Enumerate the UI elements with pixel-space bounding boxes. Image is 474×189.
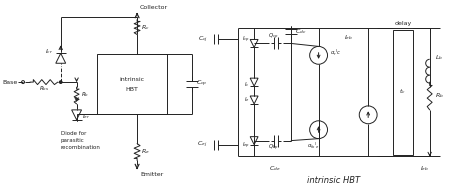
Text: Collector: Collector: [140, 5, 168, 10]
Text: $R_c$: $R_c$: [141, 23, 150, 32]
Text: $R_{bs}$: $R_{bs}$: [39, 85, 49, 94]
Text: $C_{ej}$: $C_{ej}$: [197, 139, 208, 150]
Text: $I_{cr}$: $I_{cr}$: [45, 47, 53, 56]
Text: $C_{dc}$: $C_{dc}$: [295, 27, 306, 36]
Text: $I_{eb}$: $I_{eb}$: [420, 164, 429, 173]
Text: $I_c$: $I_c$: [244, 80, 250, 88]
Text: $R_e$: $R_e$: [141, 148, 150, 156]
Text: HBT: HBT: [126, 87, 138, 91]
Bar: [393, 29, 413, 154]
Text: recombination: recombination: [61, 145, 100, 150]
Text: $Q_{cp}$: $Q_{cp}$: [268, 31, 278, 42]
Text: Base: Base: [3, 80, 18, 85]
Text: $C_{cp}$: $C_{cp}$: [196, 79, 207, 89]
Text: $I_e$: $I_e$: [244, 95, 250, 104]
Circle shape: [60, 81, 62, 83]
Text: $C_{cj}$: $C_{cj}$: [198, 34, 208, 45]
Text: intrinsic: intrinsic: [119, 77, 145, 82]
Text: $t_c$: $t_c$: [400, 88, 406, 96]
Text: intrinsic HBT: intrinsic HBT: [308, 176, 361, 185]
Text: $R_b$: $R_b$: [435, 91, 444, 100]
Text: delay: delay: [394, 21, 411, 26]
Text: Emitter: Emitter: [140, 172, 164, 177]
Text: $\alpha_r{}^I c$: $\alpha_r{}^I c$: [330, 48, 342, 58]
Text: parasitic: parasitic: [61, 138, 84, 143]
Text: $R_b$: $R_b$: [81, 91, 89, 99]
Text: $L_b$: $L_b$: [435, 53, 443, 62]
Text: $I_{cp}$: $I_{cp}$: [242, 34, 250, 45]
Text: Diode for: Diode for: [61, 131, 86, 136]
Text: $I_{ep}$: $I_{ep}$: [242, 140, 250, 151]
Bar: [98, 54, 167, 114]
Text: $C_{de}$: $C_{de}$: [269, 164, 280, 173]
Text: $Q_{bp}$: $Q_{bp}$: [268, 143, 278, 153]
Text: $I_{er}$: $I_{er}$: [82, 112, 90, 121]
Text: $I_{eb}$: $I_{eb}$: [345, 33, 354, 42]
Text: $\alpha_{fo}{}^I{}_e$: $\alpha_{fo}{}^I{}_e$: [307, 140, 320, 151]
